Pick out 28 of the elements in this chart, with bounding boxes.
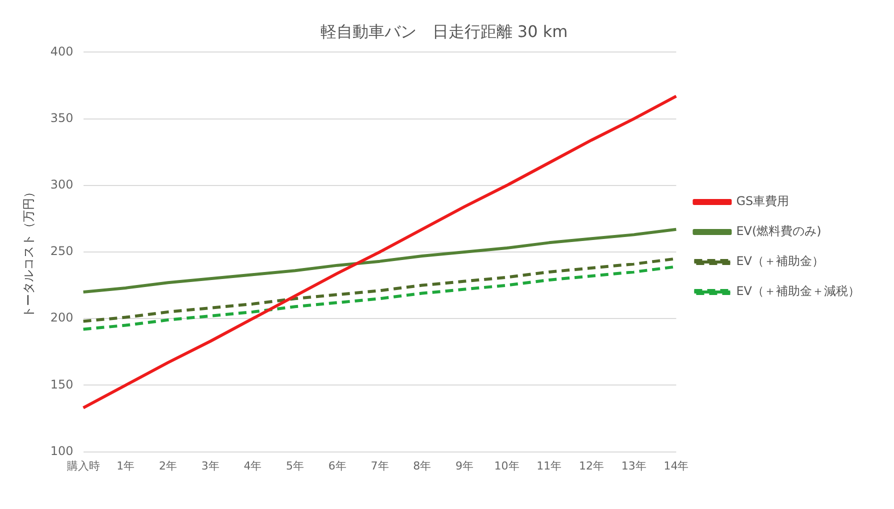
y-tick-label: 200 (50, 310, 74, 325)
legend-label: EV(燃料費のみ) (736, 224, 822, 238)
x-tick-label: 4年 (244, 459, 262, 472)
x-tick-label: 12年 (579, 459, 604, 472)
y-axis-title: トータルコスト（万円） (21, 186, 36, 318)
x-tick-label: 6年 (328, 459, 346, 472)
x-tick-label: 9年 (455, 459, 474, 472)
chart-title: 軽自動車バン 日走行距離 30 km (320, 22, 568, 41)
x-tick-label: 5年 (286, 459, 304, 472)
legend-label: GS車費用 (736, 194, 790, 208)
x-tick-label: 7年 (370, 459, 389, 472)
y-tick-label: 250 (50, 244, 74, 258)
x-tick-label: 2年 (159, 459, 178, 472)
legend-label: EV（＋補助金） (736, 254, 824, 268)
x-tick-label: 11年 (536, 459, 562, 472)
y-tick-label: 100 (50, 444, 74, 458)
x-tick-label: 購入時 (66, 459, 100, 472)
x-tick-label: 10年 (494, 459, 520, 472)
y-tick-label: 350 (50, 110, 74, 125)
x-tick-label: 1年 (116, 459, 135, 472)
y-tick-label: 300 (50, 178, 74, 192)
x-tick-label: 8年 (413, 459, 432, 472)
x-tick-label: 3年 (201, 459, 220, 472)
y-tick-label: 150 (50, 377, 74, 392)
x-tick-label: 13年 (621, 459, 646, 472)
y-tick-label: 400 (50, 44, 74, 58)
x-tick-label: 14年 (664, 459, 689, 472)
legend-label: EV（＋補助金＋減税） (736, 284, 860, 298)
